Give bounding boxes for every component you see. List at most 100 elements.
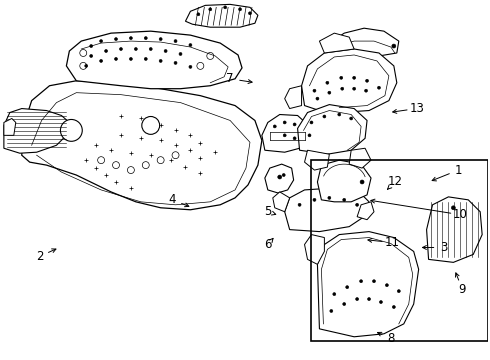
Circle shape — [377, 86, 380, 89]
Polygon shape — [4, 118, 16, 135]
Polygon shape — [349, 148, 371, 168]
Circle shape — [174, 62, 177, 64]
Circle shape — [273, 125, 276, 128]
Circle shape — [248, 12, 251, 15]
Circle shape — [174, 40, 177, 42]
Circle shape — [172, 152, 179, 159]
Circle shape — [350, 117, 353, 120]
Circle shape — [365, 89, 368, 92]
Circle shape — [80, 62, 87, 69]
Polygon shape — [4, 109, 70, 153]
Circle shape — [282, 174, 285, 176]
Circle shape — [209, 8, 212, 11]
Circle shape — [308, 134, 311, 137]
Text: 5: 5 — [264, 205, 271, 218]
Circle shape — [197, 62, 204, 69]
Polygon shape — [301, 49, 397, 113]
Circle shape — [310, 121, 313, 124]
Polygon shape — [273, 192, 290, 212]
Polygon shape — [305, 150, 329, 170]
Circle shape — [360, 280, 363, 283]
Circle shape — [142, 117, 160, 134]
Circle shape — [142, 162, 149, 168]
Circle shape — [207, 53, 214, 59]
Circle shape — [90, 54, 93, 58]
Circle shape — [333, 293, 336, 296]
Circle shape — [283, 134, 286, 137]
Circle shape — [386, 284, 389, 287]
Circle shape — [366, 79, 368, 82]
Circle shape — [323, 115, 326, 118]
Circle shape — [356, 298, 359, 301]
Circle shape — [239, 8, 242, 11]
Circle shape — [129, 58, 132, 60]
Circle shape — [159, 37, 162, 41]
Circle shape — [99, 40, 102, 42]
Circle shape — [90, 45, 93, 48]
Circle shape — [144, 58, 147, 60]
Circle shape — [293, 137, 296, 140]
Bar — [312, 160, 488, 341]
Circle shape — [313, 89, 316, 92]
Circle shape — [340, 76, 343, 79]
Circle shape — [134, 48, 137, 50]
Circle shape — [157, 157, 164, 164]
Text: 13: 13 — [409, 102, 424, 115]
Text: 11: 11 — [384, 236, 399, 249]
Polygon shape — [22, 81, 262, 210]
Polygon shape — [265, 164, 294, 193]
Circle shape — [360, 180, 364, 184]
Polygon shape — [285, 188, 369, 231]
Circle shape — [293, 123, 296, 126]
Polygon shape — [357, 202, 374, 220]
Circle shape — [326, 81, 329, 84]
Circle shape — [98, 157, 104, 164]
Circle shape — [343, 198, 346, 201]
Circle shape — [298, 203, 301, 206]
Circle shape — [353, 76, 356, 79]
Text: 3: 3 — [440, 241, 447, 254]
Text: 9: 9 — [459, 283, 466, 296]
Circle shape — [223, 6, 227, 9]
Circle shape — [120, 48, 122, 50]
Circle shape — [104, 50, 108, 53]
Circle shape — [313, 198, 316, 201]
Circle shape — [392, 44, 396, 48]
Circle shape — [197, 13, 200, 16]
Circle shape — [372, 280, 375, 283]
Text: 1: 1 — [455, 163, 462, 176]
Circle shape — [451, 206, 455, 210]
Circle shape — [115, 58, 118, 60]
Circle shape — [85, 64, 88, 67]
Circle shape — [316, 97, 319, 100]
Circle shape — [278, 175, 282, 179]
Polygon shape — [66, 31, 242, 89]
Circle shape — [392, 306, 395, 309]
Circle shape — [179, 53, 182, 55]
Circle shape — [129, 37, 132, 40]
Circle shape — [164, 50, 167, 53]
Circle shape — [353, 87, 356, 90]
Polygon shape — [318, 231, 418, 337]
Circle shape — [379, 301, 382, 303]
Circle shape — [113, 162, 120, 168]
Polygon shape — [285, 86, 301, 109]
Circle shape — [341, 87, 343, 90]
Text: 10: 10 — [453, 208, 468, 221]
Circle shape — [149, 48, 152, 50]
Circle shape — [328, 196, 331, 199]
Circle shape — [80, 50, 87, 57]
Text: 7: 7 — [226, 72, 234, 85]
Circle shape — [356, 203, 359, 206]
Circle shape — [99, 59, 102, 62]
Text: 6: 6 — [264, 238, 271, 251]
Polygon shape — [305, 235, 324, 264]
Circle shape — [330, 310, 333, 312]
Text: 2: 2 — [36, 250, 43, 263]
Polygon shape — [297, 105, 367, 154]
Text: 4: 4 — [169, 193, 176, 206]
Text: 12: 12 — [387, 175, 402, 189]
Circle shape — [397, 290, 400, 293]
Circle shape — [144, 37, 147, 40]
Circle shape — [115, 37, 118, 41]
